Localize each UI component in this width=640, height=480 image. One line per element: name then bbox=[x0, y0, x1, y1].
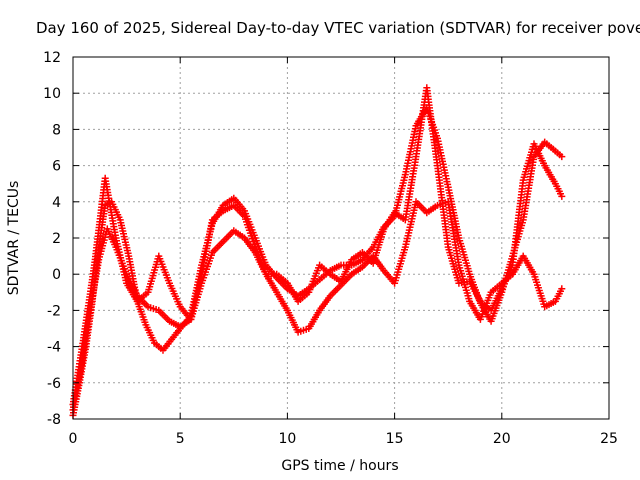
data-point-marker bbox=[558, 153, 566, 161]
series-line bbox=[72, 106, 563, 416]
data-series bbox=[69, 84, 566, 419]
y-tick-label: 8 bbox=[52, 122, 61, 138]
x-tick-label: 0 bbox=[69, 431, 78, 447]
data-point-marker bbox=[558, 192, 566, 200]
y-tick-label: -2 bbox=[47, 303, 61, 319]
y-tick-label: 10 bbox=[43, 86, 61, 102]
x-tick-label: 25 bbox=[600, 431, 618, 447]
y-tick-label: -8 bbox=[47, 412, 61, 428]
y-tick-label: 0 bbox=[52, 267, 61, 283]
axis-ticks: 0 5 10 15 20 25 -8 -6 -4 -2 0 2 4 6 8 10 12 bbox=[43, 50, 618, 447]
data-point-marker bbox=[558, 285, 566, 293]
chart-title: Day 160 of 2025, Sidereal Day-to-day VTE… bbox=[36, 19, 640, 37]
x-tick-label: 15 bbox=[386, 431, 404, 447]
grid bbox=[73, 57, 609, 419]
y-tick-label: 12 bbox=[43, 50, 61, 66]
series-track-a bbox=[69, 104, 566, 419]
x-tick-label: 10 bbox=[278, 431, 296, 447]
series-line bbox=[72, 87, 563, 405]
y-tick-label: 4 bbox=[52, 195, 61, 211]
x-tick-label: 20 bbox=[493, 431, 511, 447]
y-axis-label: SDTVAR / TECUs bbox=[6, 181, 22, 296]
x-tick-label: 5 bbox=[176, 431, 185, 447]
y-tick-label: -4 bbox=[47, 340, 61, 356]
y-tick-label: 6 bbox=[52, 159, 61, 175]
y-tick-label: 2 bbox=[52, 231, 61, 247]
x-axis-label: GPS time / hours bbox=[281, 458, 398, 474]
y-tick-label: -6 bbox=[47, 376, 61, 392]
series-track-c bbox=[69, 84, 566, 408]
